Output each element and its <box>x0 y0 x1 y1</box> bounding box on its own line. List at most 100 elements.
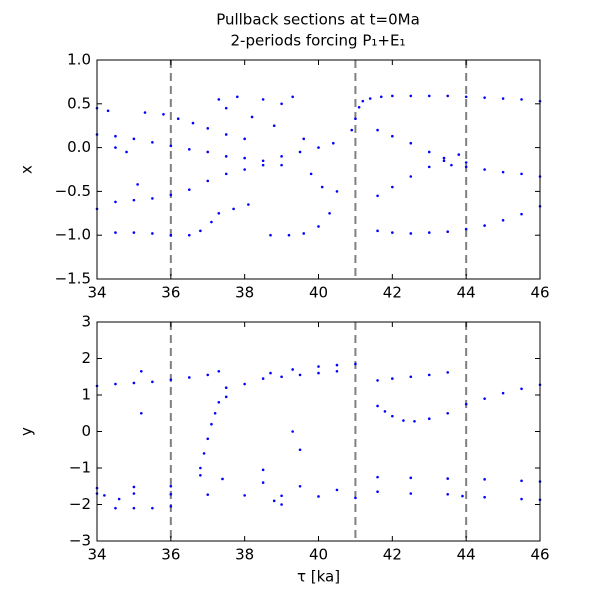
point <box>224 133 228 136</box>
point <box>483 168 486 171</box>
point <box>114 231 117 234</box>
point <box>132 485 136 489</box>
point <box>132 198 136 202</box>
point <box>376 379 379 382</box>
point <box>376 194 379 198</box>
y-tick-label: −1 <box>69 459 91 477</box>
point <box>151 232 154 235</box>
y-tick-label: −0.5 <box>55 182 91 200</box>
point <box>483 397 486 400</box>
x-tick-label: 34 <box>87 284 106 302</box>
point <box>317 495 320 498</box>
point <box>206 373 210 377</box>
x-tick-label: 46 <box>530 546 549 564</box>
point <box>206 150 210 154</box>
point <box>132 381 136 385</box>
point <box>221 477 224 481</box>
x-tick-label: 40 <box>309 284 328 302</box>
point <box>280 375 283 379</box>
point <box>114 200 117 204</box>
point <box>442 156 446 160</box>
point <box>114 134 117 138</box>
point <box>309 172 313 176</box>
point <box>409 94 413 98</box>
point <box>140 369 143 373</box>
point <box>132 231 136 234</box>
point <box>140 411 143 415</box>
point <box>391 134 394 138</box>
point <box>232 207 235 211</box>
x-tick-label: 42 <box>383 284 402 302</box>
point <box>450 163 453 167</box>
point <box>217 401 221 404</box>
point <box>483 495 486 499</box>
point <box>224 395 228 399</box>
point <box>461 494 464 498</box>
point <box>250 115 254 119</box>
chart-title: Pullback sections at t=0Ma <box>216 11 420 29</box>
point <box>446 371 450 374</box>
point <box>331 141 335 145</box>
point <box>379 95 383 99</box>
point <box>317 225 320 228</box>
y-tick-label: −1.0 <box>55 226 91 244</box>
point <box>243 168 246 171</box>
x-tick-label: 44 <box>457 546 476 564</box>
point <box>261 377 265 380</box>
point <box>169 505 173 508</box>
point <box>427 165 431 169</box>
plot-frame <box>96 321 541 542</box>
y-tick-label: −3 <box>69 532 91 550</box>
y-tick-label: 3 <box>81 313 91 331</box>
point <box>151 506 154 510</box>
point <box>224 386 228 390</box>
point <box>187 148 191 151</box>
point <box>261 159 265 163</box>
point <box>103 494 106 497</box>
point <box>169 233 173 237</box>
point <box>520 212 523 216</box>
point <box>446 477 450 480</box>
point <box>335 190 339 193</box>
point <box>132 492 136 495</box>
point <box>298 484 302 488</box>
point <box>391 231 394 234</box>
point <box>206 179 210 183</box>
point <box>224 106 228 110</box>
point <box>446 492 450 496</box>
point <box>520 172 523 176</box>
point <box>427 94 431 98</box>
point <box>464 161 468 164</box>
point <box>169 484 173 488</box>
point <box>357 106 361 109</box>
point <box>427 373 431 377</box>
point <box>280 503 283 506</box>
point <box>224 172 228 176</box>
point <box>464 402 468 406</box>
point <box>520 479 523 483</box>
x-tick-label: 46 <box>530 284 549 302</box>
point <box>269 371 272 375</box>
point <box>169 492 173 496</box>
point <box>409 492 413 495</box>
point <box>199 229 202 233</box>
point <box>446 230 450 233</box>
point <box>427 231 431 234</box>
y-axis-label: x <box>18 165 36 174</box>
x-tick-label: 34 <box>87 546 106 564</box>
point <box>151 197 154 200</box>
point <box>446 94 450 98</box>
point <box>269 233 272 237</box>
point <box>261 468 265 472</box>
point <box>501 170 505 174</box>
point <box>376 229 379 233</box>
point <box>520 497 523 501</box>
point <box>350 128 354 132</box>
point <box>317 146 320 149</box>
point <box>391 414 394 418</box>
point <box>354 496 357 500</box>
point <box>206 127 210 130</box>
point <box>302 137 306 141</box>
y-tick-label: 2 <box>81 349 91 367</box>
